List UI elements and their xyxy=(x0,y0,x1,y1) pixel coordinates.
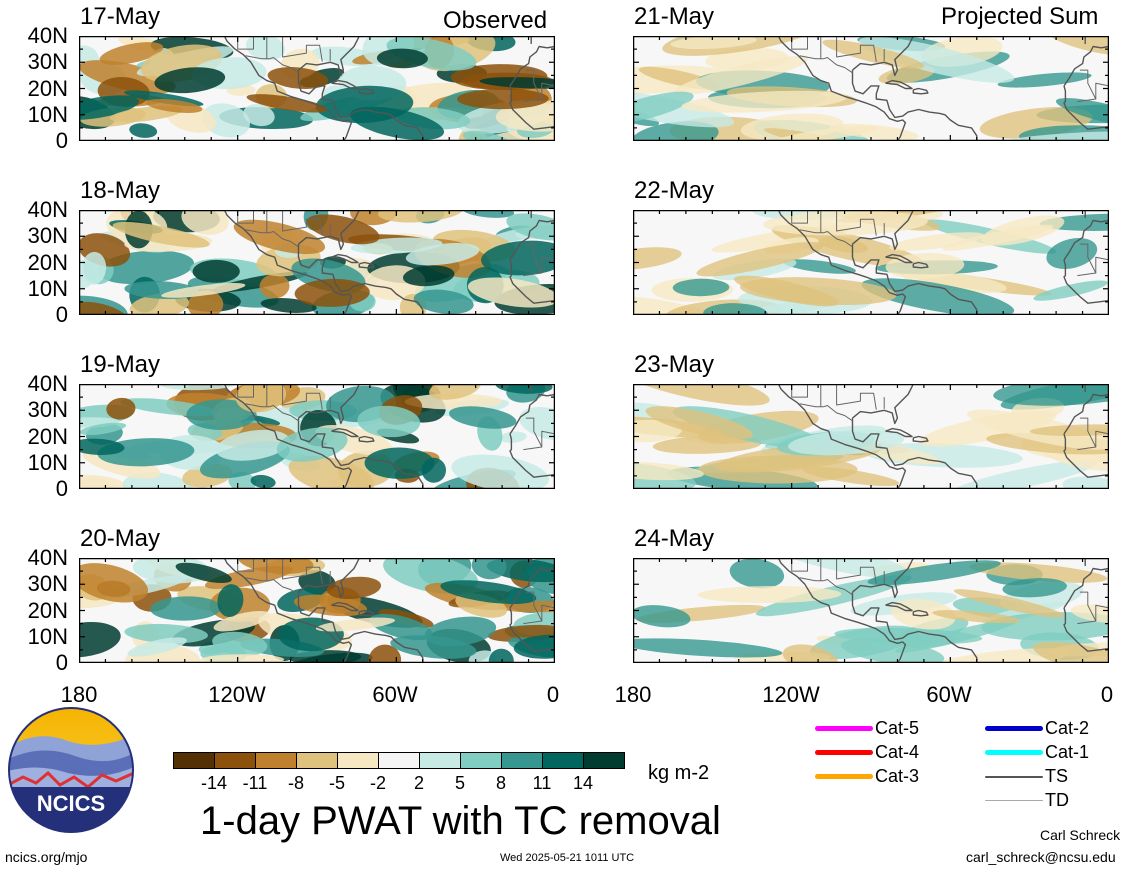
colorbar-swatch xyxy=(337,752,379,769)
lon-label-120w-left: 120W xyxy=(208,682,266,707)
lat-label: 20N xyxy=(27,75,68,101)
map-panel-20-may xyxy=(79,558,555,663)
lat-label: 40N xyxy=(27,197,68,222)
map-panel-21-may xyxy=(633,36,1109,141)
lat-label: 20N xyxy=(27,249,68,275)
lat-label: 10N xyxy=(27,275,68,301)
colorbar-swatch xyxy=(460,752,502,769)
lat-label: 10N xyxy=(27,101,68,127)
lat-label: 0 xyxy=(55,476,68,501)
lon-label-0-left: 0 xyxy=(546,682,560,707)
lat-label: 0 xyxy=(55,128,68,153)
map-panel-22-may xyxy=(633,210,1109,315)
lat-label: 20N xyxy=(27,597,68,623)
colorbar-label: -8 xyxy=(287,773,304,793)
legend-label-ts: TS xyxy=(1045,766,1069,786)
colorbar-label: 8 xyxy=(495,773,506,793)
legend-swatch-cat-2 xyxy=(985,726,1043,731)
colorbar-swatch xyxy=(255,752,297,769)
lon-label-180-right: 180 xyxy=(614,682,652,707)
footer-timestamp: Wed 2025-05-21 1011 UTC xyxy=(500,852,635,864)
legend-swatch-ts xyxy=(985,776,1043,778)
colorbar-label: 5 xyxy=(454,773,465,793)
lat-label: 40N xyxy=(27,23,68,48)
legend-swatch-cat-4 xyxy=(815,750,873,755)
colorbar-swatch xyxy=(583,752,625,769)
plot-title: 1-day PWAT with TC removal xyxy=(200,799,721,843)
lat-label: 30N xyxy=(27,397,68,423)
lat-label: 30N xyxy=(27,571,68,597)
footer-url[interactable]: ncics.org/mjo xyxy=(5,849,88,865)
lat-label: 30N xyxy=(27,223,68,249)
map-panel-17-may xyxy=(79,36,555,141)
lon-label-60w-right: 60W xyxy=(926,682,972,707)
colorbar-swatch xyxy=(214,752,256,769)
legend-label-cat-3: Cat-3 xyxy=(875,766,920,786)
colorbar-swatch xyxy=(542,752,584,769)
lat-label: 10N xyxy=(27,449,68,475)
colorbar-label: 11 xyxy=(532,773,552,793)
ncics-logo-text: NCICS xyxy=(37,791,105,816)
legend-label-cat-4: Cat-4 xyxy=(875,742,920,762)
lat-label: 20N xyxy=(27,423,68,449)
colorbar-label: -14 xyxy=(200,773,227,793)
map-panel-18-may xyxy=(79,210,555,315)
panel-date-21-may: 21-May xyxy=(634,3,715,30)
panel-date-17-may: 17-May xyxy=(80,3,161,30)
panel-date-20-may: 20-May xyxy=(80,525,161,552)
map-panel-19-may xyxy=(79,384,555,489)
panel-date-18-may: 18-May xyxy=(80,177,161,204)
lat-label: 40N xyxy=(27,545,68,570)
legend-swatch-cat-5 xyxy=(815,726,873,731)
lat-label: 30N xyxy=(27,49,68,75)
panel-date-24-may: 24-May xyxy=(634,525,715,552)
lon-label-0-right: 0 xyxy=(1100,682,1114,707)
footer-email[interactable]: carl_schreck@ncsu.edu xyxy=(966,849,1116,865)
ncics-logo: NCICS xyxy=(8,707,134,833)
colorbar-label: -2 xyxy=(369,773,386,793)
panel-date-19-may: 19-May xyxy=(80,351,161,378)
legend-label-cat-1: Cat-1 xyxy=(1045,742,1090,762)
lon-label-60w-left: 60W xyxy=(372,682,418,707)
map-panel-23-may xyxy=(633,384,1109,489)
lat-label: 0 xyxy=(55,302,68,327)
legend-label-cat-5: Cat-5 xyxy=(875,718,920,738)
colorbar-label: 14 xyxy=(572,773,594,793)
colorbar-swatch xyxy=(501,752,543,769)
legend-label-td: TD xyxy=(1045,790,1069,810)
legend-swatch-cat-1 xyxy=(985,750,1043,755)
colorbar-swatch xyxy=(173,752,215,769)
projected-header: Projected Sum xyxy=(941,3,1099,30)
lon-label-120w-right: 120W xyxy=(762,682,820,707)
map-panel-24-may xyxy=(633,558,1109,663)
colorbar-units: kg m-2 xyxy=(648,762,710,784)
lat-label: 40N xyxy=(27,371,68,396)
colorbar-label: 2 xyxy=(413,773,424,793)
observed-header: Observed xyxy=(443,7,548,34)
colorbar-label: -11 xyxy=(242,773,268,793)
colorbar-swatch xyxy=(378,752,420,769)
lon-label-180-left: 180 xyxy=(60,682,98,707)
legend-swatch-cat-3 xyxy=(815,774,873,779)
colorbar-swatch xyxy=(419,752,461,769)
footer-author: Carl Schreck xyxy=(1040,827,1121,843)
panel-date-23-may: 23-May xyxy=(634,351,715,378)
lat-label: 0 xyxy=(55,650,68,675)
lat-label: 10N xyxy=(27,623,68,649)
colorbar-swatch xyxy=(296,752,338,769)
legend-label-cat-2: Cat-2 xyxy=(1045,718,1090,738)
panel-date-22-may: 22-May xyxy=(634,177,715,204)
colorbar-label: -5 xyxy=(328,773,345,793)
legend-swatch-td xyxy=(985,800,1043,801)
